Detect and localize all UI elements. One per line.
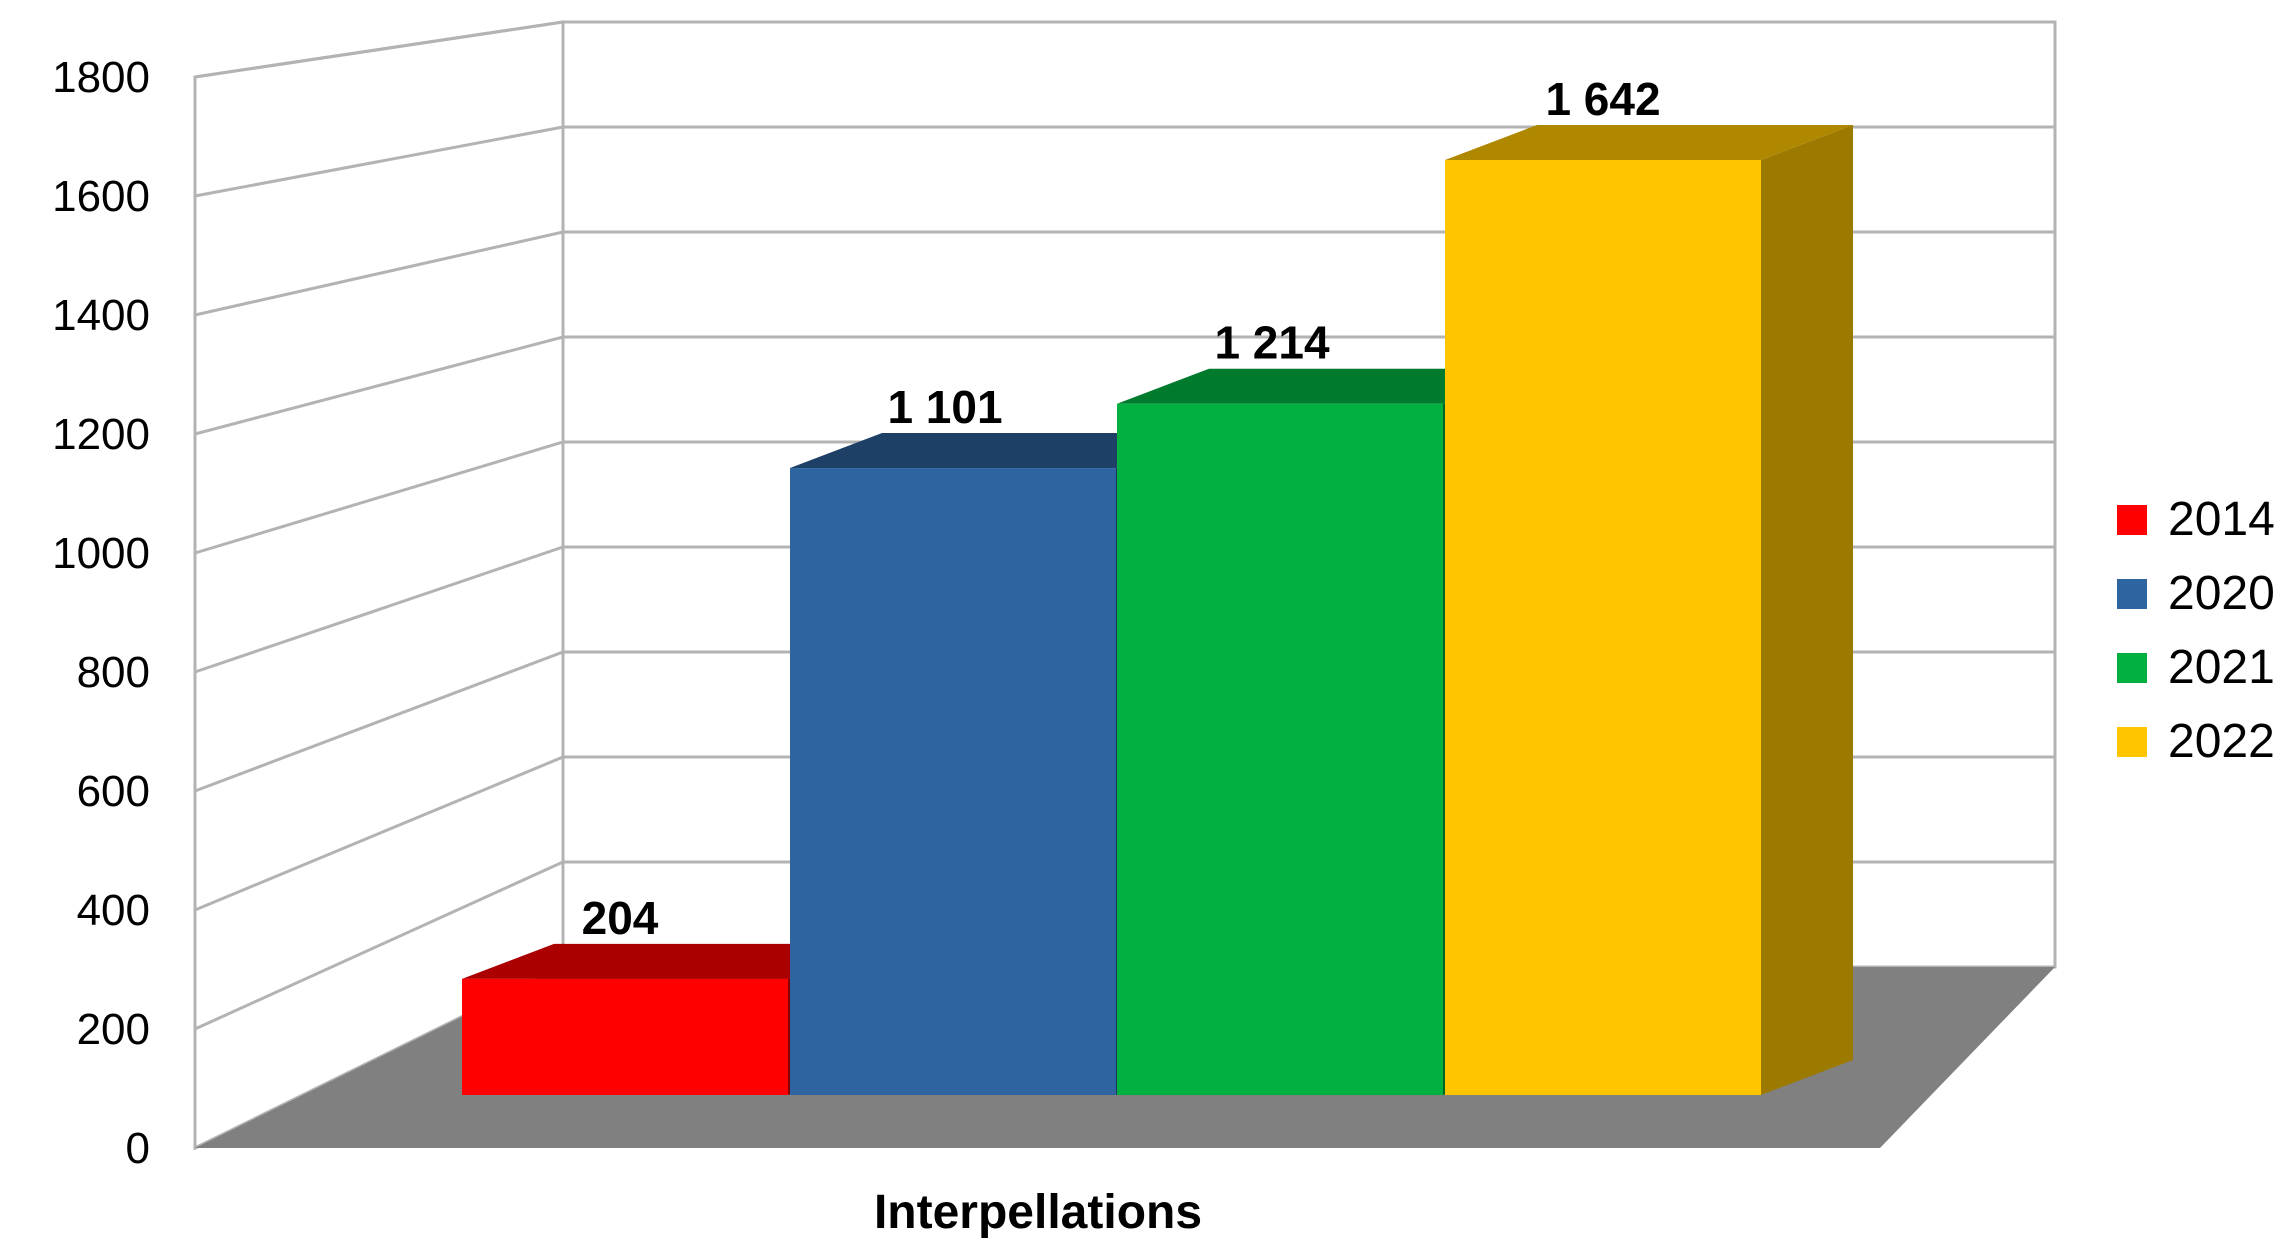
bars xyxy=(462,125,1853,1096)
y-tick-label: 1200 xyxy=(52,410,150,459)
bar-side-2022 xyxy=(1761,125,1853,1095)
bar-front-2021 xyxy=(1117,403,1443,1096)
y-tick-label: 1400 xyxy=(52,291,150,340)
gridline-1800 xyxy=(194,20,2055,79)
bar-front-2020 xyxy=(790,468,1116,1095)
legend-swatch-2020 xyxy=(2117,579,2147,609)
legend-item-2021: 2021 xyxy=(2117,641,2275,694)
data-label-2022: 1 642 xyxy=(1545,73,1660,125)
bar-top-2014 xyxy=(462,943,880,979)
bar-front-2014 xyxy=(462,978,788,1095)
y-tick-label: 800 xyxy=(77,648,150,697)
legend-item-2022: 2022 xyxy=(2117,715,2275,768)
legend: 2014 2020 2021 2022 xyxy=(2117,493,2275,768)
x-category-label: Interpellations xyxy=(874,1186,1202,1239)
data-label-2014: 204 xyxy=(582,892,659,944)
bar-top-2020 xyxy=(790,433,1208,469)
data-label-2020: 1 101 xyxy=(887,381,1002,433)
x-axis-categories: Interpellations xyxy=(874,1186,1202,1239)
y-tick-label: 600 xyxy=(77,767,150,816)
bar-2022 xyxy=(1445,125,1853,1095)
bar-top-2022 xyxy=(1445,125,1853,160)
legend-label-2020: 2020 xyxy=(2168,567,2275,620)
legend-swatch-2021 xyxy=(2117,653,2147,683)
y-tick-label: 1000 xyxy=(52,529,150,578)
y-tick-label: 1800 xyxy=(52,53,150,102)
legend-swatch-2014 xyxy=(2117,505,2147,535)
legend-label-2022: 2022 xyxy=(2168,715,2275,768)
legend-swatch-2022 xyxy=(2117,727,2147,757)
y-axis-ticks: 0 200 400 600 800 1000 1200 1400 1600 1800 xyxy=(52,53,150,1173)
bar-front-2022 xyxy=(1445,160,1761,1095)
y-tick-label: 1600 xyxy=(52,172,150,221)
data-labels: 204 1 101 1 214 1 642 xyxy=(582,73,1661,944)
y-tick-label: 200 xyxy=(77,1005,150,1054)
y-tick-label: 400 xyxy=(77,886,150,935)
bar-top-2021 xyxy=(1117,368,1535,404)
legend-item-2014: 2014 xyxy=(2117,493,2275,546)
legend-item-2020: 2020 xyxy=(2117,567,2275,620)
y-tick-label: 0 xyxy=(126,1124,150,1173)
legend-label-2014: 2014 xyxy=(2168,493,2275,546)
legend-label-2021: 2021 xyxy=(2168,641,2275,694)
data-label-2021: 1 214 xyxy=(1214,317,1330,369)
